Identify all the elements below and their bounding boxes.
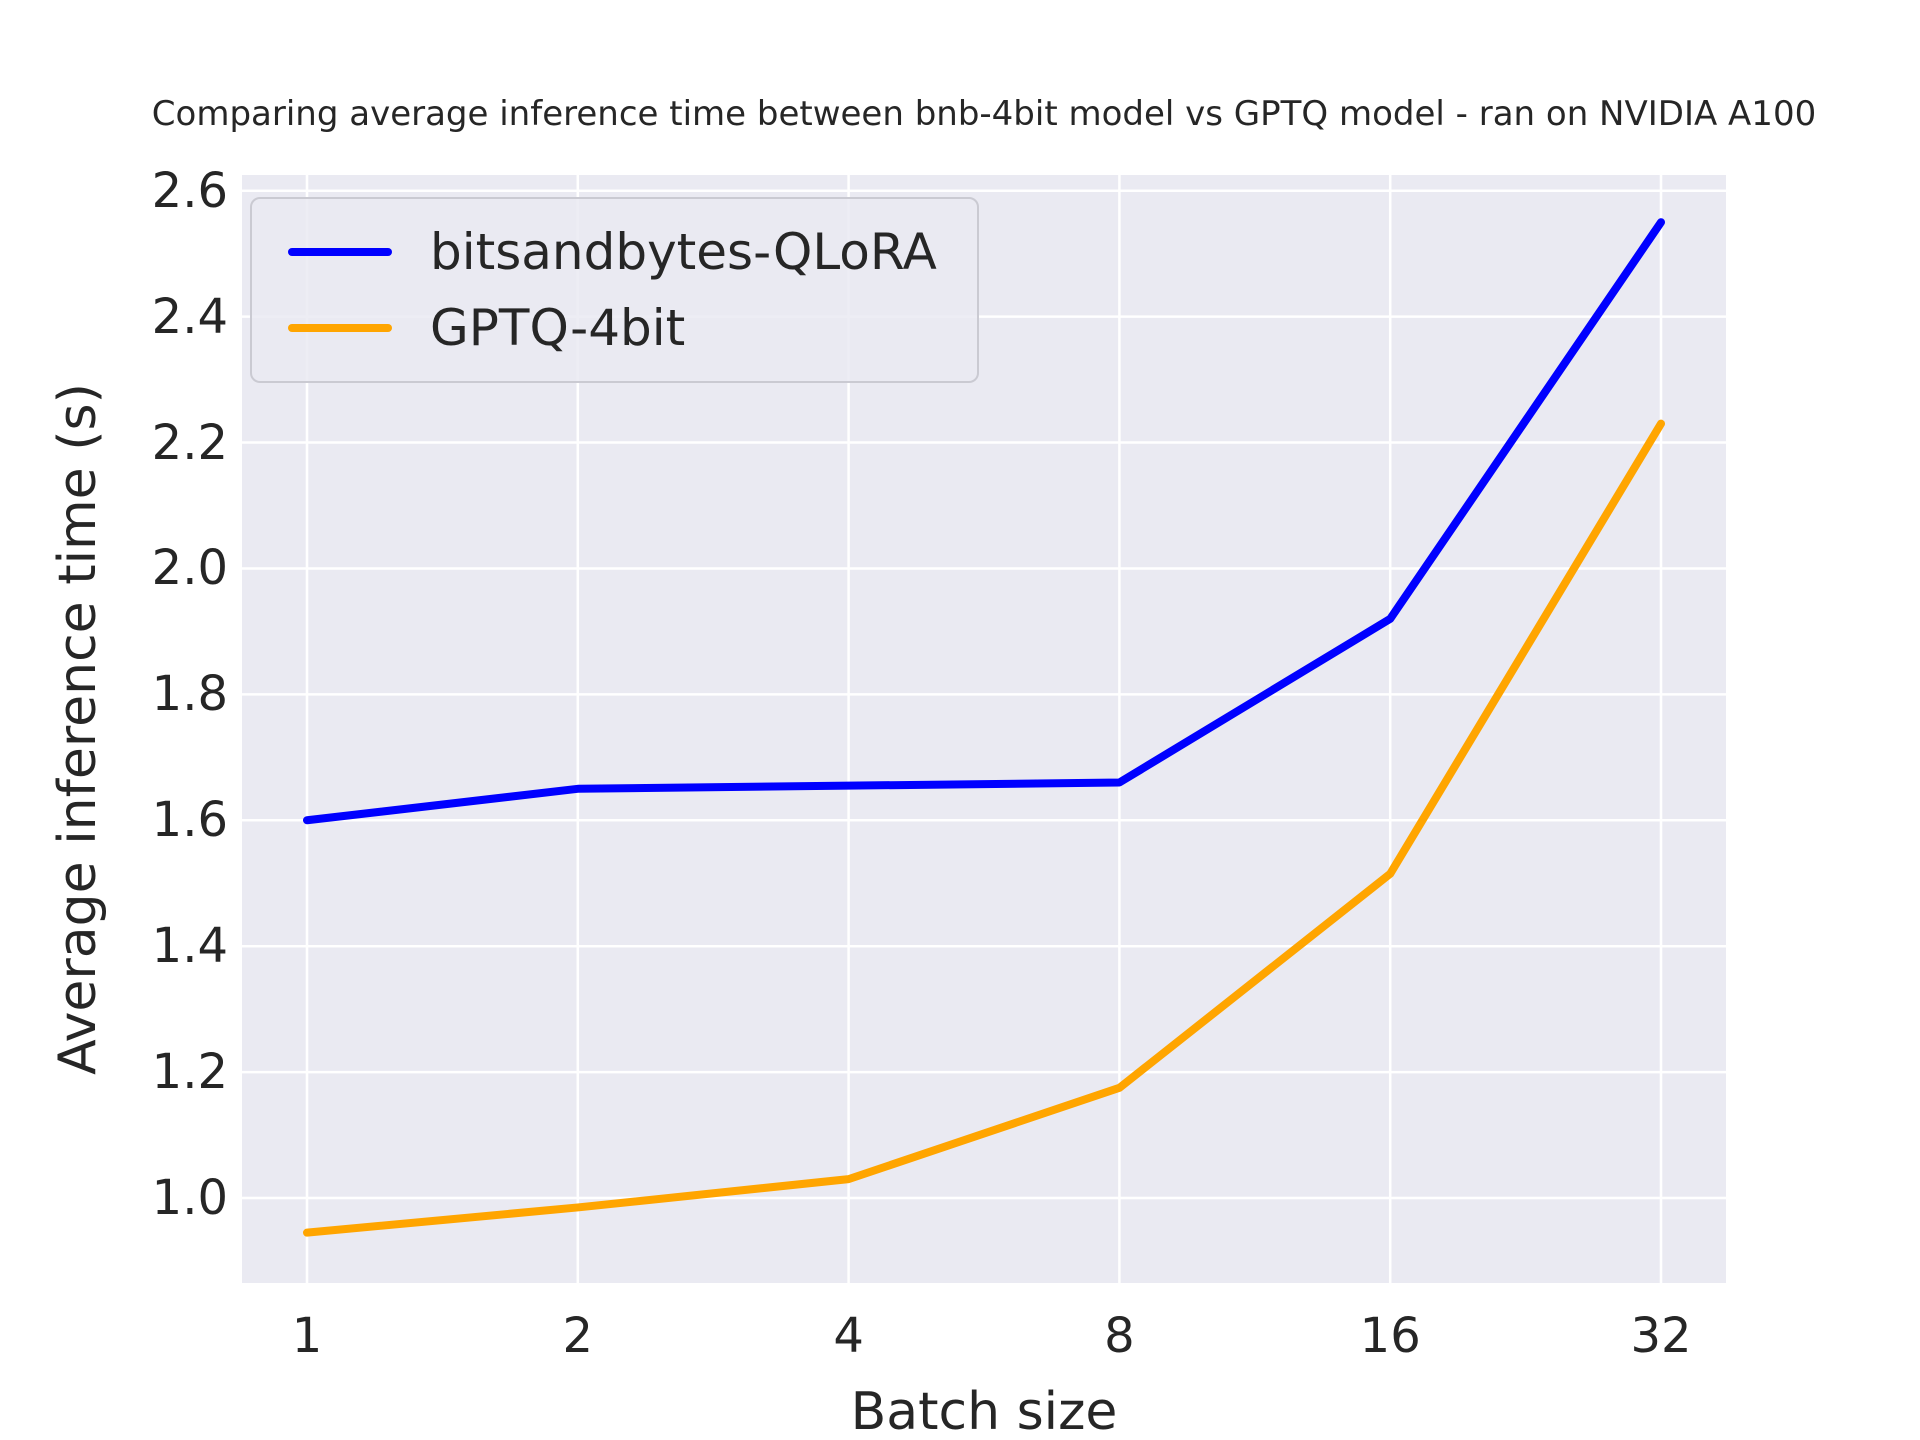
ytick-label: 1.4	[151, 918, 228, 975]
xtick-label: 1	[291, 1308, 323, 1364]
xtick-label: 8	[1104, 1308, 1135, 1364]
ytick-label: 2.2	[151, 414, 228, 471]
series-line-GPTQ-4bit	[303, 419, 1665, 1237]
legend-entry-bitsandbytes: bitsandbytes-QLoRA	[288, 223, 937, 281]
ytick-label: 1.6	[151, 792, 228, 849]
legend-label: bitsandbytes-QLoRA	[430, 223, 937, 281]
legend-swatch-orange-line	[288, 324, 392, 332]
xtick-label: 32	[1630, 1308, 1692, 1364]
legend-swatch-blue-line	[288, 248, 392, 256]
x-axis-label: Batch size	[850, 1382, 1118, 1440]
ytick-label: 1.2	[151, 1044, 228, 1101]
ytick-label: 2.4	[151, 288, 228, 345]
ytick-label: 2.0	[151, 540, 228, 597]
ytick-label: 1.0	[151, 1170, 228, 1226]
series-line-bitsandbytes-QLoRA	[303, 218, 1665, 825]
ytick-label: 2.6	[151, 162, 228, 219]
legend-label: GPTQ-4bit	[430, 299, 686, 357]
xtick-label: 2	[562, 1308, 594, 1364]
ytick-label: 1.8	[151, 666, 228, 723]
xtick-label: 4	[833, 1308, 864, 1364]
legend-entry-gptq: GPTQ-4bit	[288, 299, 937, 357]
legend: bitsandbytes-QLoRA GPTQ-4bit	[250, 197, 979, 383]
chart-title: Comparing average inference time between…	[151, 94, 1817, 134]
y-axis-label: Average inference time (s)	[48, 383, 108, 1075]
xtick-label: 16	[1359, 1308, 1421, 1364]
